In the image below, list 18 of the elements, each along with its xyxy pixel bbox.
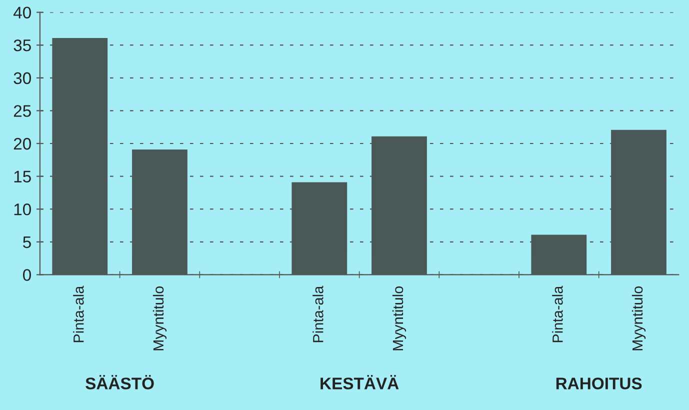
y-tick-label: 20 [14, 138, 31, 150]
y-tick-label: 40 [13, 6, 31, 19]
y-tick-label: 0 [23, 269, 31, 281]
x-tick-label: Pinta-ala [73, 286, 84, 342]
text: KESTÄVÄ [320, 374, 399, 390]
y-tick-label: 10 [14, 204, 31, 216]
y-tick-label: 35 [14, 40, 31, 52]
text: RAHOITUS [556, 378, 642, 390]
y-tick-label: 5 [23, 236, 31, 248]
y-tick-label: 15 [14, 170, 31, 183]
x-tick-label: Myyntitulo [632, 286, 646, 350]
y-tick-label: 30 [14, 72, 31, 84]
y-tick-label: 25 [14, 105, 31, 117]
x-tick-label: Myyntitulo [392, 286, 406, 350]
x-tick-label: Pinta-ala [552, 286, 563, 342]
x-tick-label: Myyntitulo [152, 286, 167, 350]
text: SÄÄSTÖ [86, 374, 154, 390]
x-tick-label: Pinta-ala [312, 286, 324, 342]
